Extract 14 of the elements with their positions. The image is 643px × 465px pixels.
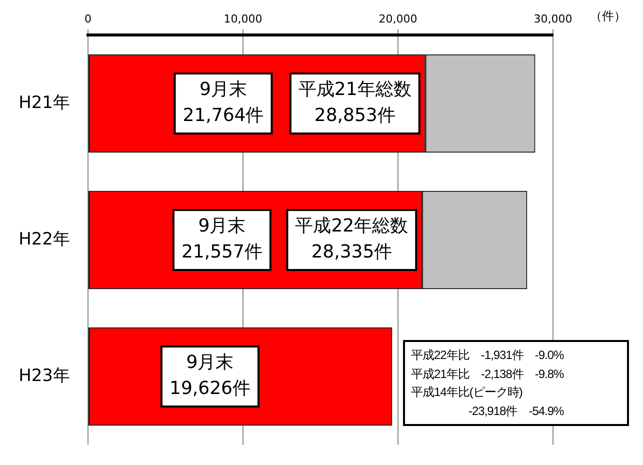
y-tick-label: H21年 bbox=[18, 92, 70, 113]
x-tick-label: 20,000 bbox=[378, 12, 418, 26]
y-tick-label: H22年 bbox=[18, 229, 70, 250]
data-label: 平成21年総数 28,853件 bbox=[298, 79, 412, 126]
data-label: 9月末 21,764件 bbox=[182, 79, 264, 126]
data-label: 9月末 19,626件 bbox=[169, 352, 250, 400]
data-label: 9月末 21,557件 bbox=[181, 216, 262, 263]
note-box: 平成22年比 -1,931件 -9.0% 平成21年比 -2,138件 -9.8% 平成14年比(ピーク時) -23,918件 -54.9% bbox=[403, 340, 629, 426]
y-tick-label: H23年 bbox=[18, 366, 70, 386]
x-tick-label: 0 bbox=[84, 12, 92, 26]
x-axis-title: （件） bbox=[590, 8, 626, 25]
data-label: 平成22年総数 28,335件 bbox=[295, 216, 408, 263]
x-tick-label: 30,000 bbox=[534, 12, 572, 26]
x-tick-label: 10,000 bbox=[224, 12, 262, 26]
